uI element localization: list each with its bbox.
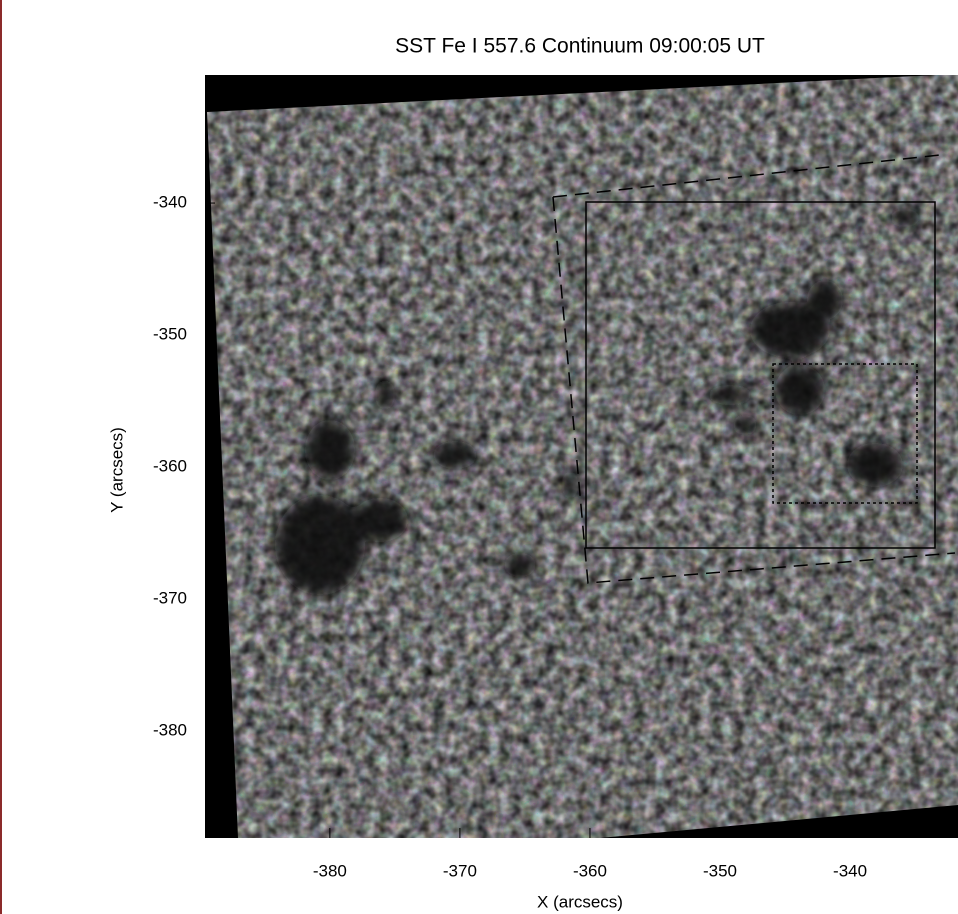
y-tick-label: -340: [153, 193, 187, 212]
x-tick-label: -350: [703, 861, 737, 880]
x-tick-label: -360: [573, 861, 607, 880]
y-tick-label: -380: [153, 721, 187, 740]
dotted-region: [772, 363, 918, 504]
x-tick-label: -340: [833, 861, 867, 880]
y-tick-label: -370: [153, 589, 187, 608]
y-tick-label: -350: [153, 325, 187, 344]
x-tick-label: -380: [313, 861, 347, 880]
y-tick-label: -360: [153, 457, 187, 476]
y-axis-label: Y (arcsecs): [107, 427, 126, 513]
x-tick-label: -370: [443, 861, 477, 880]
solid-region: [585, 201, 936, 549]
dashed-region: [552, 196, 956, 584]
chart-title: SST Fe I 557.6 Continuum 09:00:05 UT: [395, 35, 765, 58]
solar-image: [207, 75, 958, 838]
x-axis-label: X (arcsecs): [537, 892, 623, 911]
